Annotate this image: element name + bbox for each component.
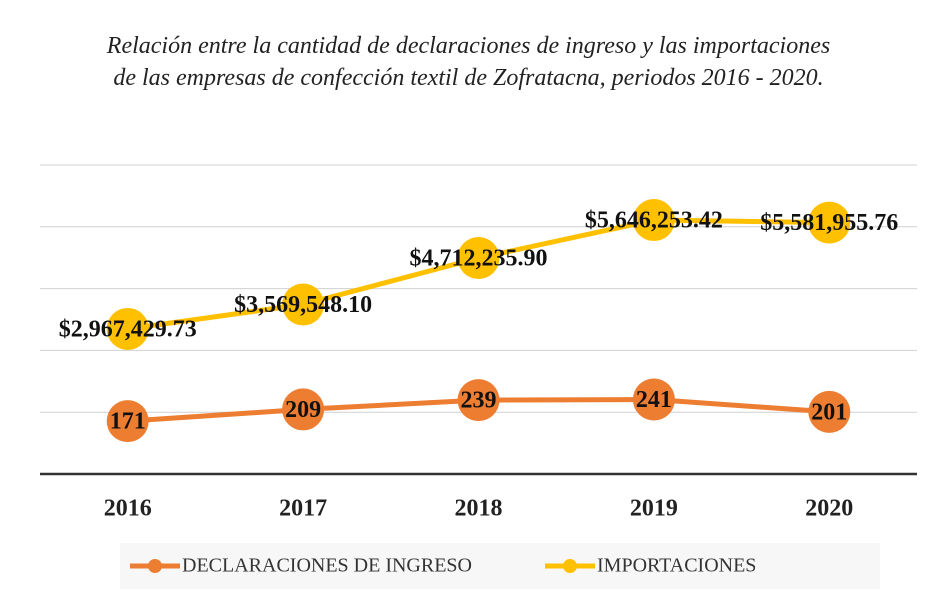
- legend-marker: [148, 559, 162, 573]
- data-label: $5,646,253.42: [585, 208, 723, 234]
- marker: [457, 237, 500, 280]
- legend-label: DECLARACIONES DE INGRESO: [182, 555, 472, 577]
- data-label: 171: [110, 409, 146, 435]
- x-tick-label: 2020: [805, 496, 853, 522]
- legend-label: IMPORTACIONES: [597, 555, 756, 577]
- legend-marker: [563, 559, 577, 573]
- data-label: $4,712,235.90: [410, 246, 548, 272]
- x-tick-label: 2017: [279, 496, 327, 522]
- x-tick-label: 2019: [630, 496, 678, 522]
- data-label: 241: [636, 387, 672, 413]
- x-tick-label: 2018: [455, 496, 503, 522]
- marker: [106, 307, 149, 350]
- data-label: $3,569,548.10: [234, 292, 372, 318]
- marker: [632, 378, 675, 421]
- data-label: 201: [811, 399, 847, 425]
- data-label: 239: [461, 388, 497, 414]
- legend-background: [120, 543, 880, 589]
- data-label: $5,581,955.76: [760, 210, 898, 236]
- x-tick-label: 2016: [104, 496, 152, 522]
- marker: [808, 390, 851, 433]
- data-label: $2,967,429.73: [59, 316, 197, 342]
- marker: [457, 379, 500, 422]
- marker: [282, 283, 325, 326]
- chart-title: Relación entre la cantidad de declaracio…: [106, 33, 831, 91]
- marker: [632, 199, 675, 242]
- marker: [808, 201, 851, 244]
- marker: [282, 388, 325, 431]
- marker: [106, 400, 149, 443]
- data-label: 209: [285, 397, 321, 423]
